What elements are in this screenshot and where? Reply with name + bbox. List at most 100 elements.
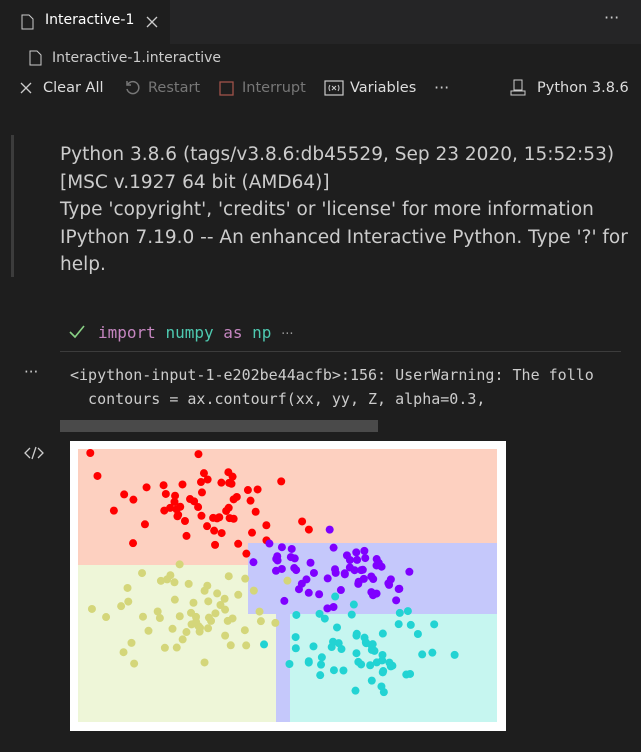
scatter-point	[243, 486, 252, 495]
scatter-point	[405, 567, 414, 576]
scatter-point	[342, 551, 351, 560]
scatter-point	[291, 644, 300, 653]
scatter-point	[340, 569, 349, 578]
code-icon[interactable]	[24, 446, 44, 460]
scatter-point	[170, 497, 179, 506]
scatter-point	[182, 628, 191, 637]
scatter-point	[178, 480, 187, 489]
scatter-point	[428, 648, 437, 657]
scatter-point	[217, 478, 226, 487]
scatter-point	[286, 553, 295, 562]
clear-all[interactable]: Clear All	[43, 80, 104, 96]
scatter-point	[260, 640, 269, 649]
scatter-point	[323, 574, 332, 583]
scatter-point	[173, 512, 182, 521]
scatter-point	[403, 607, 412, 616]
scatter-point	[304, 658, 313, 667]
breadcrumb[interactable]: Interactive-1.interactive	[52, 50, 221, 66]
scatter-point	[225, 478, 234, 487]
collapsed[interactable]: ···	[281, 327, 294, 342]
scatter-point	[354, 579, 363, 588]
scatter-point	[120, 490, 129, 499]
banner: Python 3.8.6 (tags/v3.8.6:db45529, Sep 2…	[60, 141, 628, 279]
scatter-point	[196, 623, 205, 632]
scatter-point	[361, 554, 370, 563]
scatter-point	[102, 613, 111, 622]
scatter-point	[285, 660, 294, 669]
scatter-point	[333, 623, 342, 632]
scatter-point	[117, 602, 126, 611]
scatter-point	[413, 630, 422, 639]
scatter-point	[377, 562, 386, 571]
scatter-point	[339, 666, 348, 675]
active-tab[interactable]	[0, 0, 170, 44]
scatter-point	[226, 641, 235, 650]
success-check	[69, 325, 85, 339]
scatter-point	[360, 546, 369, 555]
toolbar-more[interactable]: ···	[434, 78, 450, 97]
scatter-point	[194, 503, 203, 512]
scatter-point	[229, 495, 238, 504]
alias: np	[252, 323, 272, 342]
tab-title[interactable]: Interactive-1	[45, 12, 135, 28]
close-tab[interactable]	[145, 15, 159, 29]
scatter-point	[161, 489, 170, 498]
scatter-point	[372, 589, 381, 598]
scatter-point	[392, 596, 401, 605]
variables[interactable]: Variables	[350, 80, 417, 96]
scatter-point	[160, 643, 169, 652]
scatter-point	[130, 659, 139, 668]
scatter-point	[207, 616, 216, 625]
restart[interactable]: Restart	[148, 80, 201, 96]
scatter-point	[359, 574, 368, 583]
scatter-point	[229, 514, 238, 523]
scatter-point	[166, 571, 175, 580]
scatter-point	[418, 650, 427, 659]
interrupt[interactable]: Interrupt	[242, 80, 306, 96]
scatter-point	[221, 631, 230, 640]
scatter-point	[224, 503, 233, 512]
scatter-point	[155, 614, 164, 623]
scatter-point	[325, 525, 334, 534]
scatter-point	[144, 626, 153, 635]
scatter-point	[357, 660, 366, 669]
more-actions[interactable]: ···	[604, 8, 620, 27]
scatter-point	[210, 526, 219, 535]
scatter-point	[170, 578, 179, 587]
scatter-point	[209, 513, 218, 522]
output-more[interactable]: ···	[24, 363, 39, 381]
scatter-point	[362, 639, 371, 648]
scatter-point	[262, 521, 271, 530]
scatter-point	[406, 669, 415, 678]
kernel[interactable]: Python 3.8.6	[537, 80, 629, 96]
scatter-point	[160, 506, 169, 515]
scatter-point	[142, 483, 151, 492]
scatter-point	[352, 629, 361, 638]
scatter-point	[246, 496, 255, 505]
scatter-point	[331, 565, 340, 574]
scatter-point	[187, 608, 196, 617]
scatter-point	[352, 649, 361, 658]
keyword: import	[98, 323, 156, 342]
scatter-point	[223, 616, 232, 625]
plot-image	[70, 441, 506, 731]
scatter-point	[395, 608, 404, 617]
scatter-point	[315, 609, 324, 618]
scatter-point	[170, 595, 179, 604]
banner-line: Python 3.8.6 (tags/v3.8.6:db45529, Sep 2…	[60, 144, 615, 165]
scatter-point	[320, 614, 329, 623]
scatter-point	[204, 624, 213, 633]
scatter-point	[249, 586, 258, 595]
scatter-point	[204, 597, 213, 606]
code-line[interactable]: import numpy as np ···	[98, 323, 293, 342]
scatter-point	[256, 617, 265, 626]
scatter-point	[176, 502, 185, 511]
scatter-point	[357, 566, 366, 575]
banner-border	[11, 135, 14, 277]
scatter-point	[123, 583, 132, 592]
scatter-point	[316, 671, 325, 680]
scatter-point	[306, 558, 315, 567]
scatter-point	[290, 564, 299, 573]
scatter-point	[349, 600, 358, 609]
scatter-point	[377, 682, 386, 691]
